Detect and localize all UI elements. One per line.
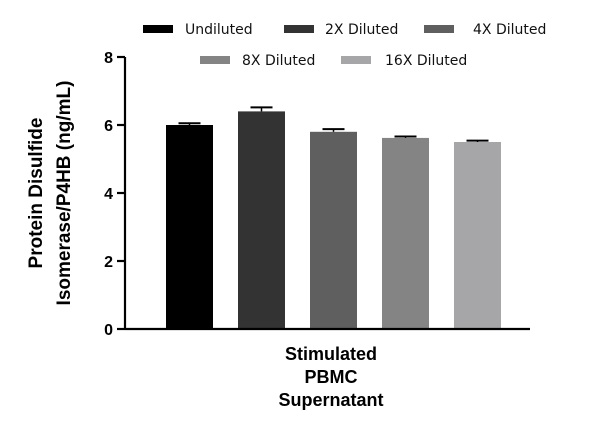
legend: Undiluted 2X Diluted 4X Diluted 8X Diluted 1… bbox=[143, 22, 546, 69]
bar-3 bbox=[382, 137, 429, 329]
y-axis-title-line-1: Protein Disulfide bbox=[26, 118, 47, 269]
legend-swatch-0 bbox=[143, 25, 173, 33]
y-axis: 0 2 4 6 8 bbox=[104, 50, 127, 339]
x-category-label-line-1: Stimulated bbox=[285, 344, 377, 364]
legend-swatch-4 bbox=[341, 56, 371, 64]
x-category-label-line-3: Supernatant bbox=[278, 390, 383, 410]
y-tick-label: 4 bbox=[104, 186, 113, 203]
bar-1 bbox=[238, 111, 285, 330]
y-tick-label: 8 bbox=[104, 50, 113, 67]
legend-label-3: 8X Diluted bbox=[242, 53, 315, 69]
y-axis-title-line-2: Isomerase/P4HB (ng/mL) bbox=[54, 81, 75, 306]
legend-label-1: 2X Diluted bbox=[325, 22, 398, 38]
y-tick-label: 2 bbox=[104, 254, 113, 271]
y-tick-label: 0 bbox=[104, 322, 113, 339]
legend-label-0: Undiluted bbox=[185, 22, 253, 38]
legend-label-4: 16X Diluted bbox=[385, 53, 467, 69]
bar-2 bbox=[310, 131, 357, 329]
bars bbox=[166, 106, 501, 330]
bar-4 bbox=[454, 142, 501, 329]
y-tick-label: 6 bbox=[104, 118, 113, 135]
x-category-label-line-2: PBMC bbox=[305, 367, 358, 387]
bar-0 bbox=[166, 125, 213, 329]
legend-swatch-1 bbox=[284, 25, 314, 33]
legend-swatch-3 bbox=[200, 56, 230, 64]
legend-label-2: 4X Diluted bbox=[473, 22, 546, 38]
legend-swatch-2 bbox=[424, 25, 454, 33]
